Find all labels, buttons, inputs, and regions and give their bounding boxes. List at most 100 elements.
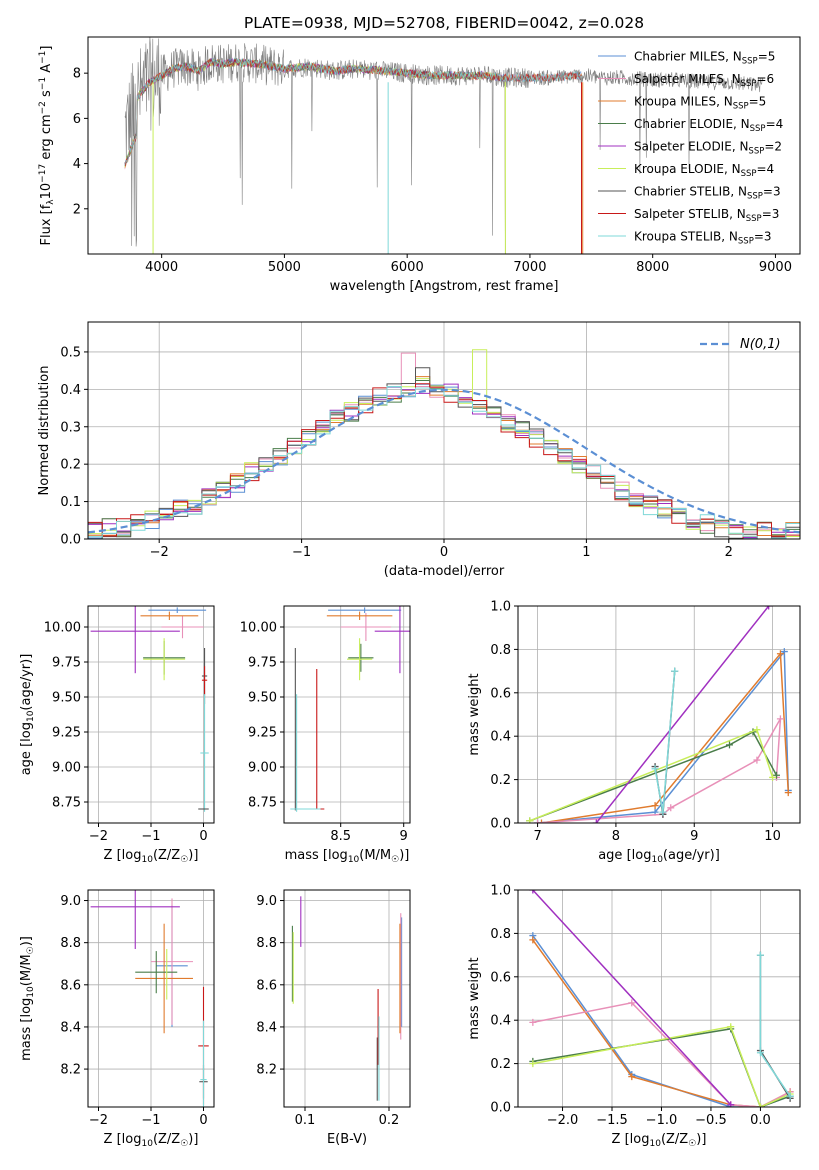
- error-bar-point: [374, 606, 410, 674]
- x-tick-label: 9: [690, 829, 698, 844]
- y-axis-label: mass [log10(M/M☉)]: [19, 936, 36, 1061]
- y-tick-label: 0.4: [490, 1014, 511, 1029]
- x-tick-label: −1: [292, 545, 311, 560]
- mass-weight-series: [756, 951, 794, 1102]
- x-tick-label: 10: [764, 829, 781, 844]
- legend-label: Chabrier MILES, NSSP=5: [634, 50, 775, 67]
- legend-label: Kroupa STELIB, NSSP=3: [634, 230, 772, 247]
- plot-area: [124, 37, 764, 254]
- mass-weight-marker: [765, 606, 773, 610]
- axes-frame: 7 8 9 10 0.0 0.2 0.4 0.6 0.8 1.0 age [log10(age/yr…: [467, 600, 801, 865]
- model-spectrum-line: [124, 57, 506, 254]
- legend-label: Chabrier ELODIE, NSSP=4: [634, 117, 783, 134]
- mass-vs-ebv-axes: 0.1 0.2 8.2 8.4 8.6 8.8 9.0 E(B-V): [256, 889, 411, 1147]
- axes-frame: 0.1 0.2 8.2 8.4 8.6 8.8 9.0 E(B-V): [256, 889, 411, 1147]
- model-spectrum-line: [124, 57, 582, 254]
- x-axis-label: Z [log10(Z/Z☉)]: [612, 1132, 707, 1149]
- error-bar-point: [200, 1020, 207, 1107]
- y-tick-label: 9.75: [248, 656, 277, 671]
- plot-area: [529, 890, 794, 1107]
- x-tick-label: 9000: [759, 260, 792, 275]
- y-tick-label: 0.1: [60, 495, 81, 510]
- error-bar-point: [328, 607, 402, 613]
- y-axis-label: mass weight: [467, 957, 482, 1039]
- y-tick-label: 0.0: [60, 533, 81, 548]
- mass-weight-line: [532, 1025, 791, 1107]
- x-tick-label: 1: [582, 545, 590, 560]
- y-tick-label: 0.2: [490, 1057, 511, 1072]
- x-tick-label: 0.0: [750, 1113, 771, 1128]
- mass-weight-marker: [526, 817, 534, 823]
- mass-weight-marker: [784, 789, 792, 797]
- spectrum-panel: Chabrier MILES, NSSP=5 Salpeter MILES, NS…: [38, 36, 801, 294]
- axes-border: [517, 605, 801, 824]
- axes-border: [283, 605, 411, 824]
- y-tick-label: 0.8: [490, 927, 511, 942]
- plot-area: [90, 606, 209, 812]
- error-bar-point: [340, 613, 392, 641]
- mass-weight-series: [529, 1023, 794, 1107]
- y-tick-label: 8.2: [256, 1063, 277, 1078]
- axes-frame: 8.5 9 8.75 9.00 9.25 9.50 9.75 10.00 mass [log10…: [240, 605, 411, 865]
- mass-weight-line: [541, 651, 790, 823]
- y-tick-label: 0.4: [60, 383, 81, 398]
- y-tick-label: 10.00: [44, 621, 81, 636]
- x-axis-label: age [log10(age/yr)]: [598, 848, 720, 865]
- y-tick-label: 8: [73, 67, 81, 82]
- axes-border: [87, 36, 801, 255]
- mass-weight-series: [529, 890, 735, 1107]
- model-spectrum-line: [124, 57, 582, 254]
- y-tick-label: 0.4: [490, 730, 511, 745]
- x-tick-label: −2: [150, 545, 169, 560]
- x-tick-label: −2: [89, 829, 108, 844]
- y-tick-label: 0.5: [60, 345, 81, 360]
- y-axis-label: Flux [fλ10−17 erg cm−2 s−1 A−1]: [38, 46, 56, 246]
- mass-weight-marker: [786, 1092, 794, 1100]
- x-tick-label: −1: [141, 829, 160, 844]
- y-tick-label: 0.8: [490, 643, 511, 658]
- legend-label: Salpeter MILES, NSSP=6: [634, 72, 774, 89]
- y-tick-label: 9.25: [52, 726, 81, 741]
- plot-area: [90, 890, 209, 1107]
- axes-frame: −2 −1 0 8.2 8.4 8.6 8.8 9.0 Z [log10(Z/Z☉)] mass …: [19, 889, 215, 1149]
- mass-weight-series: [538, 650, 792, 823]
- mass-weight-marker: [659, 808, 667, 816]
- x-tick-label: 5000: [268, 260, 301, 275]
- y-tick-label: 1.0: [490, 884, 511, 899]
- error-bar-point: [135, 951, 178, 994]
- mass-weight-line: [537, 718, 782, 823]
- y-tick-label: 9.75: [52, 656, 81, 671]
- x-tick-label: 0: [199, 1113, 207, 1128]
- x-tick-label: 0.1: [295, 1113, 316, 1128]
- y-tick-label: 9.50: [52, 691, 81, 706]
- mass-weight-marker: [773, 771, 780, 779]
- legend-label: N(0,1): [740, 337, 781, 352]
- mass-weight-marker: [776, 715, 784, 723]
- mass-weight-line: [759, 955, 791, 1097]
- x-tick-label: −0.5: [695, 1113, 727, 1128]
- x-tick-label: −1.5: [596, 1113, 628, 1128]
- y-tick-label: 0.6: [490, 686, 511, 701]
- mass-weight-marker: [538, 819, 545, 823]
- legend-label: Kroupa ELODIE, NSSP=4: [634, 162, 774, 179]
- y-axis-label: mass weight: [467, 673, 482, 755]
- figure-title: PLATE=0938, MJD=52708, FIBERID=0042, z=0…: [244, 14, 644, 32]
- x-tick-label: 8000: [636, 260, 669, 275]
- y-tick-label: 8.8: [256, 936, 277, 951]
- y-tick-label: 9.00: [248, 761, 277, 776]
- axes-frame: 4000 5000 6000 7000 8000 9000 2 4 6 8 wavelength […: [38, 36, 801, 294]
- mass-weight-marker: [727, 1023, 735, 1031]
- x-axis-label: E(B-V): [327, 1132, 367, 1147]
- x-tick-label: 0.2: [379, 1113, 400, 1128]
- x-tick-label: 8: [612, 829, 620, 844]
- spectrum-legend: Chabrier MILES, NSSP=5 Salpeter MILES, NS…: [598, 50, 783, 247]
- x-tick-label: 7000: [513, 260, 546, 275]
- y-tick-label: 8.6: [60, 978, 81, 993]
- y-tick-label: 6: [73, 112, 81, 127]
- mass-weight-marker: [534, 819, 542, 823]
- x-tick-label: 8.5: [330, 829, 351, 844]
- normal-distribution-curve: [88, 388, 800, 534]
- mass-weight-marker: [529, 890, 537, 894]
- x-tick-label: −2: [89, 1113, 108, 1128]
- mass-weight-marker: [651, 765, 659, 773]
